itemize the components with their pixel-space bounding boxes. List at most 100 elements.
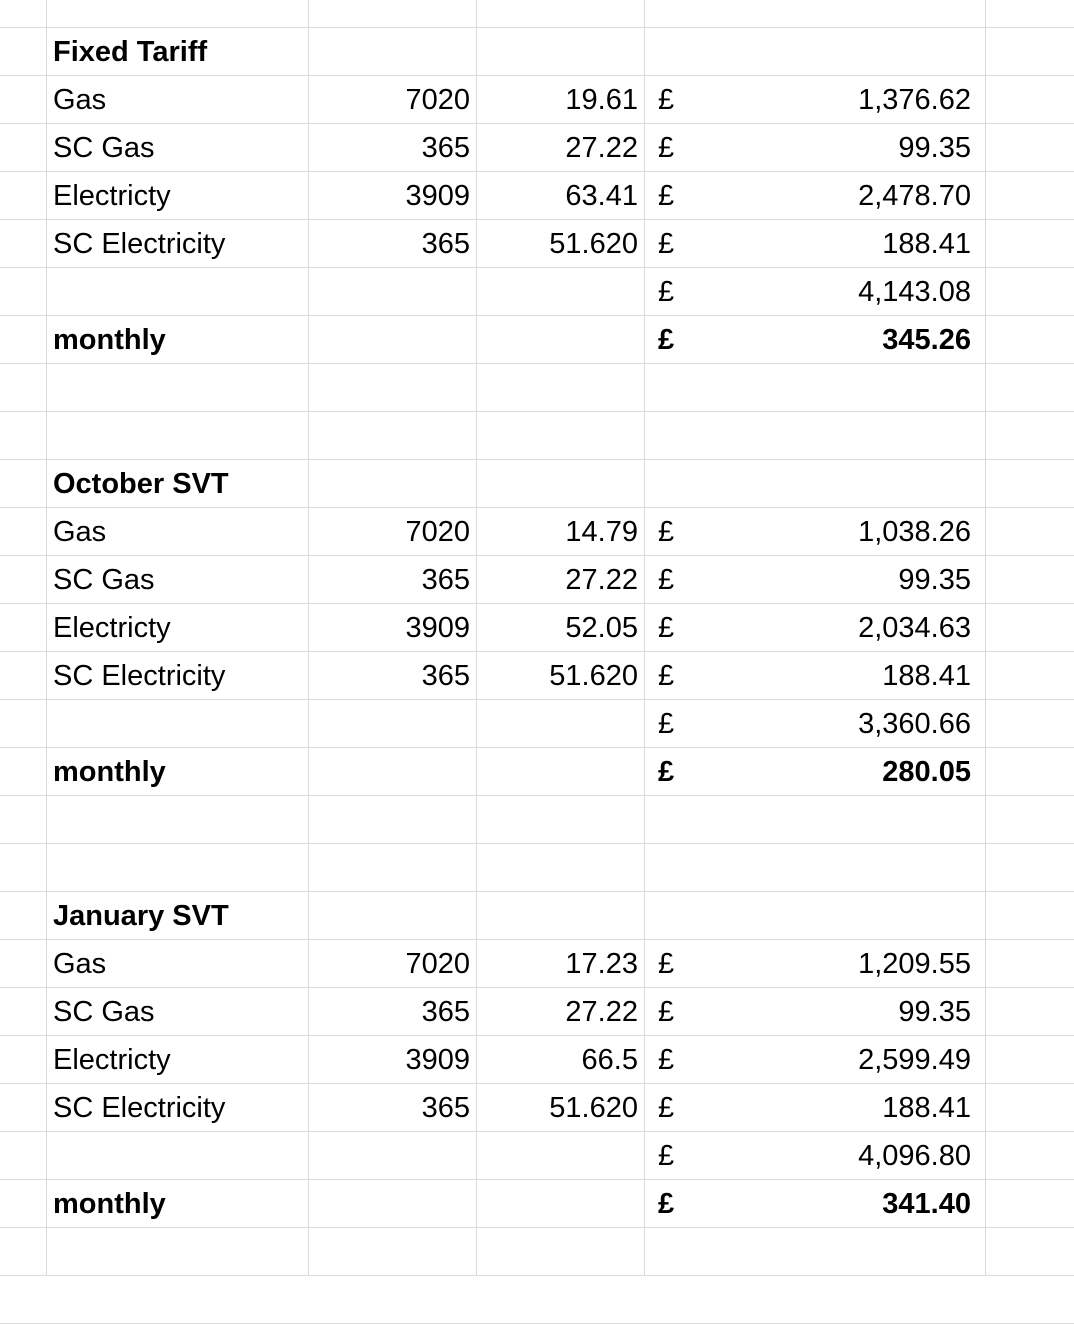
row-gridline <box>0 1083 1074 1084</box>
monthly-amount-cell[interactable]: 345.26 <box>882 324 971 356</box>
row-gridline <box>0 123 1074 124</box>
rate-cell[interactable]: 66.5 <box>581 1044 638 1076</box>
row-label[interactable]: SC Gas <box>53 996 155 1028</box>
amount-cell[interactable]: 1,038.26 <box>858 516 971 548</box>
amount-cell[interactable]: 188.41 <box>882 660 971 692</box>
total-amount-cell[interactable]: 3,360.66 <box>858 708 971 740</box>
quantity-cell[interactable]: 365 <box>421 996 470 1028</box>
row-gridline <box>0 459 1074 460</box>
row-gridline <box>0 987 1074 988</box>
rate-cell[interactable]: 27.22 <box>565 996 638 1028</box>
monthly-label[interactable]: monthly <box>53 324 166 356</box>
row-gridline <box>0 75 1074 76</box>
row-gridline <box>0 699 1074 700</box>
currency-symbol[interactable]: £ <box>658 564 675 596</box>
row-gridline <box>0 1035 1074 1036</box>
row-gridline <box>0 939 1074 940</box>
rate-cell[interactable]: 63.41 <box>565 180 638 212</box>
quantity-cell[interactable]: 3909 <box>405 180 470 212</box>
row-gridline <box>0 555 1074 556</box>
total-amount-cell[interactable]: 4,143.08 <box>858 276 971 308</box>
row-gridline <box>0 1131 1074 1132</box>
currency-symbol[interactable]: £ <box>658 1092 675 1124</box>
currency-symbol[interactable]: £ <box>658 1044 675 1076</box>
rate-cell[interactable]: 51.620 <box>549 228 638 260</box>
row-gridline <box>0 747 1074 748</box>
quantity-cell[interactable]: 3909 <box>405 612 470 644</box>
amount-cell[interactable]: 188.41 <box>882 228 971 260</box>
row-gridline <box>0 603 1074 604</box>
currency-symbol[interactable]: £ <box>658 660 675 692</box>
rate-cell[interactable]: 19.61 <box>565 84 638 116</box>
row-gridline <box>0 795 1074 796</box>
amount-cell[interactable]: 99.35 <box>898 564 971 596</box>
section-title[interactable]: Fixed Tariff <box>53 36 208 68</box>
rate-cell[interactable]: 52.05 <box>565 612 638 644</box>
quantity-cell[interactable]: 365 <box>421 228 470 260</box>
row-label[interactable]: SC Gas <box>53 132 155 164</box>
currency-symbol[interactable]: £ <box>658 132 675 164</box>
rate-cell[interactable]: 14.79 <box>565 516 638 548</box>
row-gridline <box>0 219 1074 220</box>
rate-cell[interactable]: 51.620 <box>549 660 638 692</box>
amount-cell[interactable]: 2,034.63 <box>858 612 971 644</box>
rate-cell[interactable]: 27.22 <box>565 132 638 164</box>
currency-symbol[interactable]: £ <box>658 1140 675 1172</box>
rate-cell[interactable]: 51.620 <box>549 1092 638 1124</box>
column-gridline <box>985 0 986 1276</box>
currency-symbol[interactable]: £ <box>658 516 675 548</box>
currency-symbol[interactable]: £ <box>658 228 675 260</box>
currency-symbol[interactable]: £ <box>658 948 675 980</box>
row-gridline <box>0 411 1074 412</box>
currency-symbol[interactable]: £ <box>658 276 675 308</box>
row-label[interactable]: SC Electricity <box>53 660 226 692</box>
row-label[interactable]: Electricty <box>53 612 171 644</box>
section-title[interactable]: October SVT <box>53 468 229 500</box>
rate-cell[interactable]: 27.22 <box>565 564 638 596</box>
currency-symbol[interactable]: £ <box>658 84 675 116</box>
total-amount-cell[interactable]: 4,096.80 <box>858 1140 971 1172</box>
rate-cell[interactable]: 17.23 <box>565 948 638 980</box>
amount-cell[interactable]: 99.35 <box>898 996 971 1028</box>
currency-symbol[interactable]: £ <box>658 324 675 356</box>
row-gridline <box>0 1179 1074 1180</box>
quantity-cell[interactable]: 365 <box>421 564 470 596</box>
column-gridline <box>308 0 309 1276</box>
column-gridline <box>476 0 477 1276</box>
row-label[interactable]: SC Gas <box>53 564 155 596</box>
monthly-amount-cell[interactable]: 341.40 <box>882 1188 971 1220</box>
column-gridline <box>644 0 645 1276</box>
row-label[interactable]: Electricty <box>53 180 171 212</box>
row-gridline <box>0 1227 1074 1228</box>
quantity-cell[interactable]: 7020 <box>405 948 470 980</box>
row-label[interactable]: SC Electricity <box>53 1092 226 1124</box>
quantity-cell[interactable]: 365 <box>421 132 470 164</box>
currency-symbol[interactable]: £ <box>658 180 675 212</box>
amount-cell[interactable]: 188.41 <box>882 1092 971 1124</box>
monthly-label[interactable]: monthly <box>53 756 166 788</box>
amount-cell[interactable]: 1,376.62 <box>858 84 971 116</box>
quantity-cell[interactable]: 3909 <box>405 1044 470 1076</box>
currency-symbol[interactable]: £ <box>658 708 675 740</box>
currency-symbol[interactable]: £ <box>658 996 675 1028</box>
quantity-cell[interactable]: 365 <box>421 660 470 692</box>
amount-cell[interactable]: 2,478.70 <box>858 180 971 212</box>
row-label[interactable]: SC Electricity <box>53 228 226 260</box>
quantity-cell[interactable]: 365 <box>421 1092 470 1124</box>
currency-symbol[interactable]: £ <box>658 1188 675 1220</box>
row-label[interactable]: Gas <box>53 948 107 980</box>
quantity-cell[interactable]: 7020 <box>405 516 470 548</box>
monthly-label[interactable]: monthly <box>53 1188 166 1220</box>
row-label[interactable]: Electricty <box>53 1044 171 1076</box>
row-label[interactable]: Gas <box>53 84 107 116</box>
row-gridline <box>0 363 1074 364</box>
amount-cell[interactable]: 99.35 <box>898 132 971 164</box>
section-title[interactable]: January SVT <box>53 900 229 932</box>
row-label[interactable]: Gas <box>53 516 107 548</box>
currency-symbol[interactable]: £ <box>658 612 675 644</box>
amount-cell[interactable]: 1,209.55 <box>858 948 971 980</box>
monthly-amount-cell[interactable]: 280.05 <box>882 756 971 788</box>
currency-symbol[interactable]: £ <box>658 756 675 788</box>
amount-cell[interactable]: 2,599.49 <box>858 1044 971 1076</box>
quantity-cell[interactable]: 7020 <box>405 84 470 116</box>
